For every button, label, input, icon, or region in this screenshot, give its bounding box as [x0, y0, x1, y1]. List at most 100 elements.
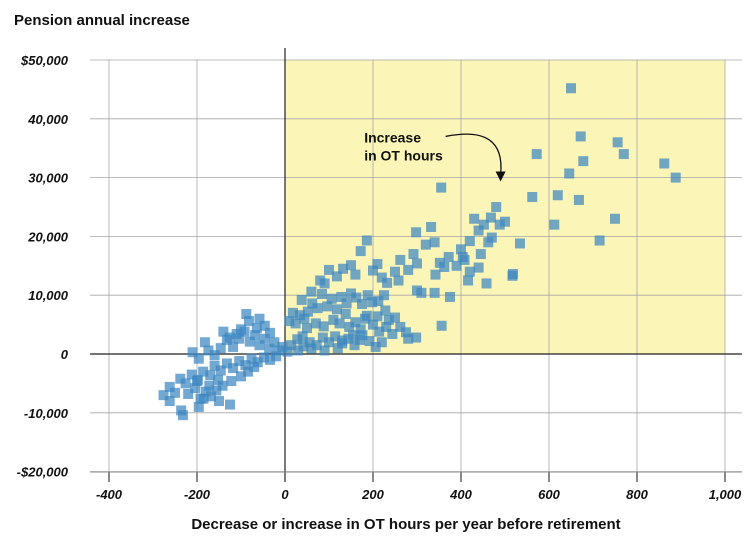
annotation-arrow-shaft [445, 133, 502, 175]
scatter-point [334, 318, 345, 329]
scatter-point [326, 293, 337, 304]
scatter-point [331, 304, 342, 315]
scatter-point [311, 340, 322, 351]
scatter-point [429, 237, 440, 248]
scatter-point [213, 374, 224, 385]
scatter-point [564, 168, 575, 179]
scatter-point [240, 360, 251, 371]
y-tick-label: 10,000 [28, 288, 69, 303]
scatter-point [282, 346, 293, 357]
scatter-point [296, 294, 307, 305]
scatter-point [231, 329, 242, 340]
scatter-point [286, 340, 297, 351]
scatter-point [361, 310, 372, 321]
scatter-point [249, 361, 260, 372]
scatter-point [331, 271, 342, 282]
scatter-point [373, 296, 384, 307]
x-tick-label: 800 [626, 487, 648, 502]
scatter-point [265, 354, 276, 365]
scatter-point [514, 238, 525, 249]
scatter-point [246, 353, 257, 364]
y-tick-label: $50,000 [20, 53, 69, 68]
scatter-point [483, 237, 494, 248]
scatter-point [364, 336, 375, 347]
scatter-point [573, 194, 584, 205]
scatter-point [243, 366, 254, 377]
scatter-point [209, 350, 220, 361]
scatter-point [187, 347, 198, 358]
scatter-point [370, 341, 381, 352]
scatter-point [531, 149, 542, 160]
scatter-point [376, 272, 387, 283]
scatter-point [190, 383, 201, 394]
scatter-point [401, 327, 411, 338]
scatter-point [507, 270, 518, 281]
points-layer [158, 83, 681, 421]
scatter-point [578, 156, 589, 167]
scatter-point [254, 313, 265, 324]
scatter-point [436, 320, 447, 331]
scatter-point [456, 244, 466, 255]
scatter-point [412, 258, 422, 269]
y-tick-label: 40,000 [27, 112, 69, 127]
scatter-point [549, 219, 560, 230]
scatter-point [382, 277, 393, 288]
scatter-point [287, 307, 298, 318]
y-axis-title: Pension annual increase [14, 12, 190, 29]
x-tick-label: -400 [96, 487, 123, 502]
scatter-point [349, 340, 360, 351]
scatter-point [293, 345, 304, 356]
annotation-text: in OT hours [364, 147, 443, 163]
scatter-point [426, 221, 437, 232]
scatter-point [224, 332, 235, 343]
scatter-point [439, 261, 450, 272]
scatter-point [355, 324, 366, 335]
scatter-point [265, 327, 276, 338]
scatter-point [350, 317, 361, 328]
scatter-point [228, 363, 239, 374]
scatter-point [215, 365, 226, 376]
scatter-point [175, 373, 186, 384]
scatter-point [376, 337, 387, 348]
scatter-point [330, 331, 341, 342]
scatter-point [387, 329, 398, 340]
scatter-point [316, 289, 327, 300]
scatter-point [473, 225, 484, 236]
y-tick-label: -$20,000 [17, 465, 69, 480]
scatter-point [226, 376, 237, 387]
scatter-point [177, 410, 188, 421]
scatter-point [393, 275, 404, 286]
scatter-point [372, 259, 383, 270]
scatter-point [459, 254, 470, 265]
highlight-region [285, 60, 725, 354]
scatter-point [225, 399, 235, 410]
scatter-point [294, 310, 305, 321]
scatter-point [336, 291, 347, 302]
scatter-point [361, 235, 372, 246]
scatter-point [566, 83, 576, 94]
scatter-point [357, 299, 367, 310]
highlight-region-layer [285, 60, 725, 354]
scatter-point [491, 202, 502, 212]
scatter-point [244, 336, 255, 347]
scatter-point [478, 219, 489, 230]
scatter-point [403, 333, 414, 344]
scatter-point [403, 264, 414, 275]
scatter-point [411, 227, 422, 238]
scatter-point [204, 380, 215, 391]
scatter-point [324, 264, 334, 275]
scatter-point [292, 334, 303, 345]
scatter-point [302, 306, 313, 317]
scatter-point [610, 213, 620, 224]
scatter-point [158, 390, 169, 401]
scatter-point [430, 269, 441, 280]
scatter-point [250, 330, 261, 341]
scatter-point [473, 262, 484, 273]
scatter-point [351, 292, 362, 303]
scatter-point [367, 297, 378, 308]
scatter-point [273, 345, 284, 356]
scatter-point [214, 396, 224, 407]
scatter-point [408, 249, 419, 260]
